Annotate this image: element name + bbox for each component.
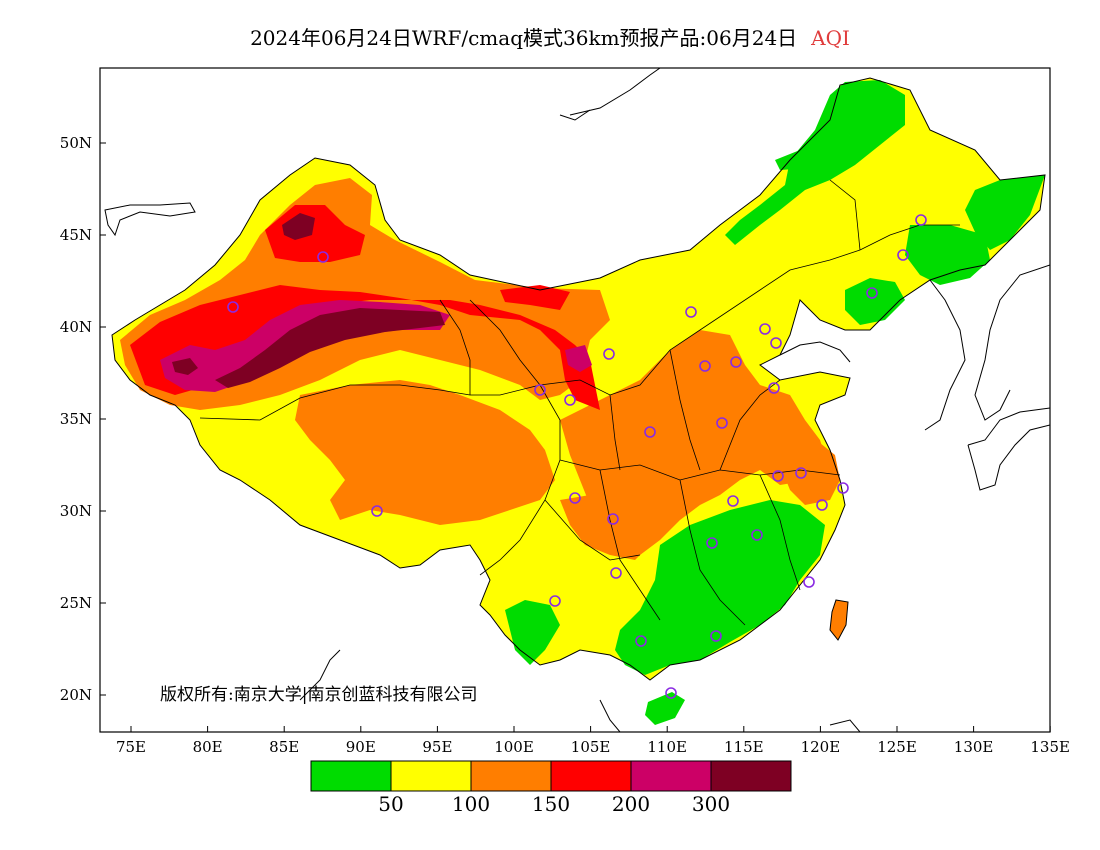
region-darkred-kashgar (172, 358, 198, 375)
lon-tick-label: 80E (193, 738, 223, 756)
colorbar-label: 200 (612, 792, 650, 816)
region-green-south (615, 500, 825, 675)
colorbar: 50 100 150 200 300 (310, 760, 792, 816)
station-marker (685, 306, 697, 318)
aqi-field (104, 68, 1050, 732)
region-magenta-hexi (565, 345, 592, 372)
colorbar-swatch (390, 760, 472, 792)
colorbar-swatch (630, 760, 712, 792)
lon-tick-label: 120E (801, 738, 841, 756)
lat-tick-label: 35N (60, 410, 92, 428)
station-marker (569, 492, 581, 504)
lat-tick-label: 30N (60, 502, 92, 520)
station-marker (768, 382, 780, 394)
region-darkred-taklamakan (215, 308, 445, 388)
station-marker (317, 251, 329, 263)
station-marker (897, 249, 909, 261)
station-marker (603, 348, 615, 360)
region-orange-central (560, 330, 830, 555)
station-marker (607, 513, 619, 525)
lon-tick-label: 110E (647, 738, 687, 756)
region-green-liaoning (845, 278, 905, 325)
lon-tick-label: 85E (269, 738, 299, 756)
lon-tick-label: 130E (954, 738, 994, 756)
region-green-jilin (905, 225, 990, 285)
region-red-tarim (130, 285, 600, 410)
station-marker (816, 499, 828, 511)
lon-tick-label: 125E (877, 738, 917, 756)
region-red-gansu (500, 285, 570, 310)
station-marker (371, 505, 383, 517)
colorbar-label: 50 (378, 792, 403, 816)
lon-tick-label: 135E (1030, 738, 1070, 756)
lon-tick-label: 75E (116, 738, 146, 756)
station-marker (803, 576, 815, 588)
lat-tick-label: 50N (60, 134, 92, 152)
region-orange-tibet (295, 380, 555, 525)
lon-tick-label: 100E (494, 738, 534, 756)
station-marker (759, 323, 771, 335)
region-orange-yrd (775, 435, 840, 505)
lat-tick-label: 25N (60, 594, 92, 612)
region-green-innermongolia (775, 150, 850, 170)
region-darkred-north (282, 213, 315, 240)
island-taiwan (829, 599, 849, 641)
lon-tick-label: 115E (724, 738, 764, 756)
station-marker (644, 426, 656, 438)
lat-tick-label: 45N (60, 226, 92, 244)
lat-axis: 50N 45N 40N 35N 30N 25N 20N (60, 134, 106, 704)
lat-tick-label: 40N (60, 318, 92, 336)
station-marker (710, 630, 722, 642)
station-marker (727, 495, 739, 507)
colorbar-label: 100 (452, 792, 490, 816)
lon-tick-label: 90E (346, 738, 376, 756)
station-marker (751, 529, 763, 541)
station-marker (635, 635, 647, 647)
station-marker (699, 360, 711, 372)
station-marker (665, 687, 677, 699)
colorbar-label: 300 (692, 792, 730, 816)
region-orange-south (560, 495, 650, 560)
variable-label: AQI (811, 26, 850, 50)
colorbar-swatch (310, 760, 392, 792)
station-marker (534, 384, 546, 396)
colorbar-swatch (470, 760, 552, 792)
map-frame (99, 67, 1051, 733)
station-marker (915, 214, 927, 226)
region-red-dzungaria (265, 205, 365, 262)
lat-tick-label: 20N (60, 686, 92, 704)
region-orange-taiwan (830, 600, 848, 640)
station-marker (795, 467, 807, 479)
colorbar-label: 150 (532, 792, 570, 816)
region-green-heilongjiang (965, 175, 1045, 250)
neighbor-coastlines (104, 68, 1050, 732)
colorbar-swatch (710, 760, 792, 792)
lon-tick-label: 105E (571, 738, 611, 756)
station-marker (770, 337, 782, 349)
station-marker (227, 301, 239, 313)
station-marker (549, 595, 561, 607)
station-markers (227, 214, 927, 699)
station-marker (564, 394, 576, 406)
map-title: 2024年06月24日WRF/cmaq模式36km预报产品:06月24日 AQI (0, 22, 1100, 51)
station-marker (866, 287, 878, 299)
lon-tick-label: 95E (422, 738, 452, 756)
lon-axis: 75E 80E 85E 90E 95E 100E 105E 110E 115E 120E 125E 1… (116, 726, 1070, 756)
colorbar-swatch (550, 760, 632, 792)
station-marker (730, 356, 742, 368)
station-marker (772, 470, 784, 482)
station-marker (610, 567, 622, 579)
station-marker (837, 482, 849, 494)
station-marker (716, 417, 728, 429)
product-title: 2024年06月24日WRF/cmaq模式36km预报产品:06月24日 (250, 26, 798, 50)
country-outline (111, 77, 1046, 681)
region-green-hainan (645, 692, 685, 725)
station-marker (706, 537, 718, 549)
province-boundaries (199, 179, 960, 626)
copyright-text: 版权所有:南京大学|南京创蓝科技有限公司 (160, 685, 478, 705)
